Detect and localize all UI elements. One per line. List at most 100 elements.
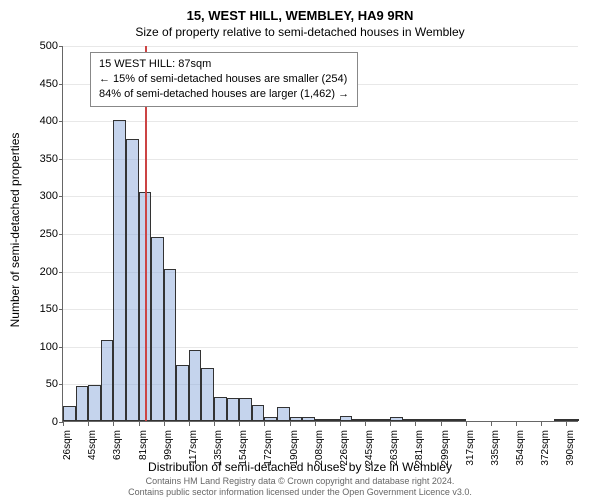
info-line-2: ← 15% of semi-detached houses are smalle… <box>99 72 349 87</box>
xtick-mark <box>315 422 316 426</box>
histogram-bar <box>390 417 403 422</box>
xtick-mark <box>290 422 291 426</box>
xtick-mark <box>264 422 265 426</box>
xtick-mark <box>365 422 366 426</box>
histogram-bar <box>176 365 189 421</box>
xtick-mark <box>390 422 391 426</box>
xtick-label: 390sqm <box>565 430 576 470</box>
grid-line <box>63 121 578 122</box>
histogram-bar <box>403 419 416 421</box>
ytick-mark <box>59 196 63 197</box>
grid-line <box>63 159 578 160</box>
histogram-bar <box>113 120 126 421</box>
histogram-bar <box>415 419 428 421</box>
xtick-mark <box>164 422 165 426</box>
histogram-bar <box>441 419 454 421</box>
ytick-label: 150 <box>22 303 58 315</box>
ytick-mark <box>59 121 63 122</box>
info-box: 15 WEST HILL: 87sqm ← 15% of semi-detach… <box>90 52 358 107</box>
xtick-mark <box>415 422 416 426</box>
grid-line <box>63 46 578 47</box>
histogram-bar <box>101 340 114 421</box>
histogram-bar <box>352 419 365 421</box>
histogram-bar <box>151 237 164 421</box>
xtick-label: 45sqm <box>87 430 98 470</box>
histogram-bar <box>88 385 101 421</box>
xtick-mark <box>541 422 542 426</box>
xtick-mark <box>189 422 190 426</box>
ytick-label: 250 <box>22 228 58 240</box>
xtick-mark <box>466 422 467 426</box>
xtick-label: 190sqm <box>289 430 300 470</box>
histogram-bar <box>277 407 290 421</box>
xtick-label: 99sqm <box>163 430 174 470</box>
xtick-mark <box>491 422 492 426</box>
ytick-label: 500 <box>22 40 58 52</box>
histogram-bar <box>164 269 177 421</box>
info-line-3: 84% of semi-detached houses are larger (… <box>99 87 349 102</box>
xtick-mark <box>214 422 215 426</box>
xtick-label: 135sqm <box>213 430 224 470</box>
histogram-bar <box>252 405 265 421</box>
xtick-label: 335sqm <box>490 430 501 470</box>
y-axis-label: Number of semi-detached properties <box>8 133 22 328</box>
footer-line-2: Contains public sector information licen… <box>0 487 600 498</box>
ytick-mark <box>59 46 63 47</box>
xtick-label: 354sqm <box>515 430 526 470</box>
xtick-mark <box>113 422 114 426</box>
footer: Contains HM Land Registry data © Crown c… <box>0 476 600 498</box>
xtick-mark <box>88 422 89 426</box>
histogram-bar <box>554 419 567 421</box>
ytick-mark <box>59 347 63 348</box>
xtick-label: 245sqm <box>364 430 375 470</box>
ytick-label: 350 <box>22 153 58 165</box>
histogram-bar <box>428 419 441 421</box>
xtick-mark <box>139 422 140 426</box>
histogram-bar <box>340 416 353 421</box>
footer-line-1: Contains HM Land Registry data © Crown c… <box>0 476 600 487</box>
histogram-bar <box>189 350 202 421</box>
xtick-label: 81sqm <box>138 430 149 470</box>
ytick-mark <box>59 159 63 160</box>
xtick-mark <box>566 422 567 426</box>
xtick-label: 299sqm <box>440 430 451 470</box>
xtick-mark <box>441 422 442 426</box>
histogram-bar <box>201 368 214 421</box>
ytick-label: 300 <box>22 190 58 202</box>
histogram-bar <box>264 417 277 422</box>
ytick-label: 50 <box>22 378 58 390</box>
xtick-mark <box>63 422 64 426</box>
histogram-bar <box>378 419 391 421</box>
histogram-bar <box>214 397 227 421</box>
xtick-mark <box>239 422 240 426</box>
xtick-mark <box>516 422 517 426</box>
xtick-label: 208sqm <box>314 430 325 470</box>
xtick-label: 26sqm <box>62 430 73 470</box>
histogram-bar <box>290 417 303 422</box>
ytick-mark <box>59 84 63 85</box>
xtick-label: 63sqm <box>112 430 123 470</box>
histogram-bar <box>126 139 139 421</box>
ytick-mark <box>59 384 63 385</box>
histogram-bar <box>566 419 579 421</box>
xtick-label: 317sqm <box>465 430 476 470</box>
xtick-label: 172sqm <box>263 430 274 470</box>
histogram-bar <box>315 419 328 421</box>
ytick-label: 450 <box>22 78 58 90</box>
info-line-1: 15 WEST HILL: 87sqm <box>99 57 349 72</box>
chart-title: 15, WEST HILL, WEMBLEY, HA9 9RN <box>0 0 600 23</box>
ytick-label: 0 <box>22 416 58 428</box>
xtick-mark <box>340 422 341 426</box>
chart-subtitle: Size of property relative to semi-detach… <box>0 23 600 39</box>
chart-container: 15, WEST HILL, WEMBLEY, HA9 9RN Size of … <box>0 0 600 500</box>
histogram-bar <box>76 386 89 421</box>
ytick-mark <box>59 309 63 310</box>
ytick-mark <box>59 234 63 235</box>
histogram-bar <box>453 419 466 421</box>
xtick-label: 281sqm <box>414 430 425 470</box>
histogram-bar <box>365 419 378 421</box>
histogram-bar <box>327 419 340 421</box>
ytick-mark <box>59 272 63 273</box>
xtick-label: 226sqm <box>339 430 350 470</box>
xtick-label: 154sqm <box>238 430 249 470</box>
